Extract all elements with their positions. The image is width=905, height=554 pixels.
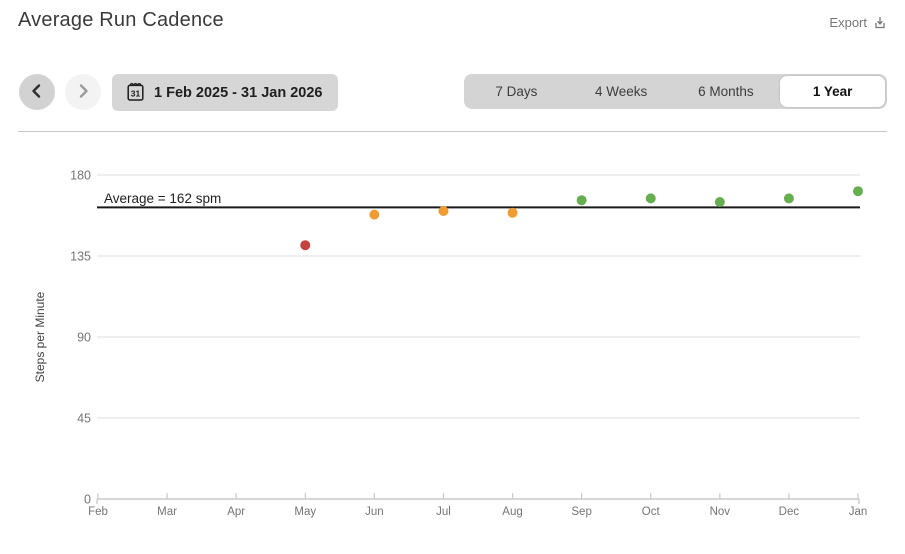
data-point-jan[interactable] — [853, 186, 863, 197]
next-period-button[interactable] — [65, 74, 101, 110]
export-icon — [873, 16, 887, 30]
time-range-tabs: 7 Days 4 Weeks 6 Months 1 Year — [464, 74, 887, 109]
previous-period-button[interactable] — [19, 74, 55, 110]
tab-6-months[interactable]: 6 Months — [674, 74, 779, 109]
x-tick-label-aug: Aug — [502, 506, 522, 518]
x-tick-label-jul: Jul — [436, 506, 451, 518]
data-point-may[interactable] — [300, 240, 311, 251]
data-point-sep[interactable] — [576, 195, 587, 206]
data-point-aug[interactable] — [507, 207, 518, 218]
x-tick-label-oct: Oct — [642, 506, 661, 518]
x-tick-label-feb: Feb — [88, 506, 108, 518]
x-tick-label-sep: Sep — [571, 506, 591, 518]
data-point-oct[interactable] — [645, 193, 656, 204]
export-label: Export — [829, 15, 867, 30]
y-axis-title: Steps per Minute — [33, 291, 47, 382]
x-tick-label-apr: Apr — [227, 506, 245, 518]
date-range-button[interactable]: 31 1 Feb 2025 - 31 Jan 2026 — [112, 74, 339, 111]
data-point-dec[interactable] — [783, 193, 794, 204]
y-tick-label-180: 180 — [70, 169, 91, 183]
tab-4-weeks[interactable]: 4 Weeks — [569, 74, 674, 109]
date-range-label: 1 Feb 2025 - 31 Jan 2026 — [154, 84, 323, 101]
chevron-left-icon — [28, 82, 46, 103]
y-tick-label-0: 0 — [84, 493, 91, 507]
page-title: Average Run Cadence — [18, 9, 224, 31]
header-divider — [18, 131, 887, 132]
y-tick-label-90: 90 — [77, 331, 91, 345]
x-tick-label-jan: Jan — [849, 506, 868, 518]
calendar-icon-day: 31 — [131, 88, 141, 98]
average-label: Average = 162 spm — [104, 191, 221, 206]
data-point-jun[interactable] — [369, 209, 380, 220]
x-tick-label-may: May — [294, 506, 316, 518]
data-point-nov[interactable] — [714, 197, 725, 207]
x-tick-label-jun: Jun — [365, 506, 384, 518]
chevron-right-icon — [74, 82, 92, 103]
data-point-jul[interactable] — [438, 206, 449, 216]
x-tick-label-mar: Mar — [157, 506, 177, 518]
y-tick-label-135: 135 — [70, 250, 91, 264]
calendar-icon: 31 — [126, 81, 145, 105]
tab-7-days[interactable]: 7 Days — [464, 74, 569, 109]
x-tick-label-nov: Nov — [710, 506, 731, 518]
tab-1-year[interactable]: 1 Year — [780, 76, 885, 107]
export-button[interactable]: Export — [827, 13, 889, 32]
y-tick-label-45: 45 — [77, 412, 91, 426]
x-tick-label-dec: Dec — [779, 506, 800, 518]
